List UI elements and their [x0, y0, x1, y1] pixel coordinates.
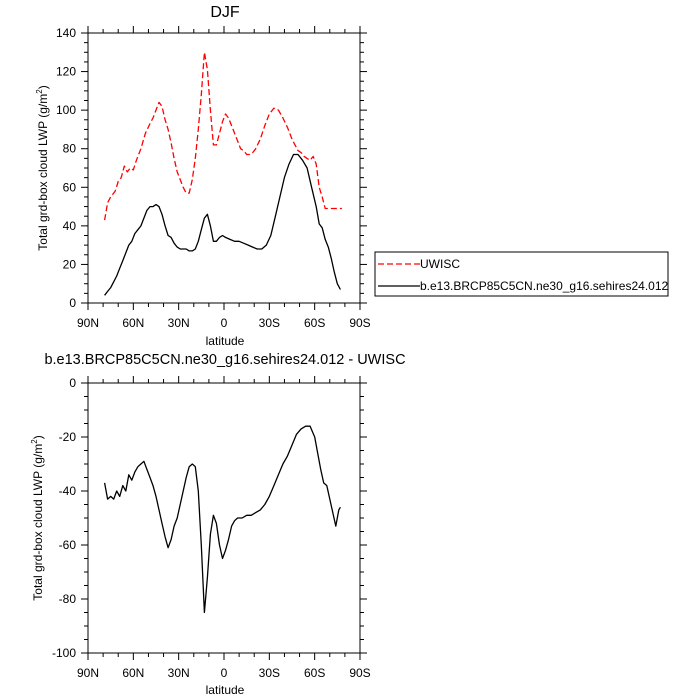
bottom-x-tick-label: 0	[221, 666, 228, 680]
bottom-plot-frame	[87, 382, 361, 654]
bottom-x-tick-label: 30N	[168, 666, 190, 680]
top-x-axis-label: latitude	[206, 334, 245, 348]
legend-box	[374, 251, 669, 297]
bottom-y-tick-label: 0	[69, 376, 76, 390]
top-y-tick-label: 80	[63, 142, 77, 156]
bottom-panel: b.e13.BRCP85C5CN.ne30_g16.sehires24.012 …	[30, 352, 406, 697]
bottom-y-tick-label: -100	[52, 646, 76, 660]
top-y-axis-label: Total grd-box cloud LWP (g/m2)	[35, 85, 50, 250]
top-panel: DJF 0 20 40 60 80 100 120 140 90N 60N 30N 0 30S 60S 90…	[35, 4, 669, 348]
top-x-tick-label: 90S	[349, 316, 370, 330]
legend-label-uwisc: UWISC	[420, 257, 460, 271]
bottom-chart-title: b.e13.BRCP85C5CN.ne30_g16.sehires24.012 …	[44, 352, 405, 368]
bottom-plot-area: -100 -80 -60 -40 -20 0 90N 60N 30N 0 30S 60S 90S	[52, 376, 371, 680]
top-y-tick-label: 0	[69, 296, 76, 310]
top-x-tick-label: 30S	[259, 316, 280, 330]
top-x-tick-label: 0	[221, 316, 228, 330]
bottom-series-line-0	[103, 425, 341, 614]
top-y-tick-label: 20	[63, 257, 77, 271]
legend: UWISC b.e13.BRCP85C5CN.ne30_g16.sehires2…	[374, 251, 669, 297]
bottom-y-axis-label: Total grd-box cloud LWP (g/m2)	[30, 435, 45, 600]
bottom-y-axis-label-tail: )	[31, 435, 45, 439]
top-plot-frame	[87, 32, 361, 304]
bottom-y-axis-label-main: Total grd-box cloud LWP (g/m	[31, 444, 45, 601]
legend-label-model: b.e13.BRCP85C5CN.ne30_g16.sehires24.012	[420, 279, 668, 293]
bottom-x-tick-label: 90N	[77, 666, 99, 680]
bottom-x-axis-label: latitude	[206, 683, 245, 697]
bottom-y-tick-label: -60	[59, 538, 77, 552]
top-chart-title: DJF	[210, 4, 240, 21]
top-x-tick-label: 90N	[77, 316, 99, 330]
top-plot-area: 0 20 40 60 80 100 120 140 90N 60N 30N 0 30S 60S 90S	[56, 26, 371, 330]
bottom-x-tick-label: 30S	[259, 666, 280, 680]
top-series-line-0	[103, 51, 342, 221]
top-y-axis-label-main: Total grd-box cloud LWP (g/m	[36, 94, 50, 251]
top-x-tick-label: 30N	[168, 316, 190, 330]
bottom-x-tick-label: 90S	[349, 666, 370, 680]
top-y-tick-label: 60	[63, 180, 77, 194]
top-y-axis-label-sup: 2	[35, 89, 44, 94]
top-y-tick-label: 120	[56, 65, 76, 79]
top-y-axis-label-tail: )	[36, 85, 50, 89]
top-y-tick-label: 100	[56, 103, 76, 117]
bottom-y-tick-label: -40	[59, 484, 77, 498]
top-x-tick-label: 60S	[304, 316, 325, 330]
top-series-line-1	[104, 153, 341, 296]
bottom-x-tick-label: 60S	[304, 666, 325, 680]
bottom-y-tick-label: -80	[59, 592, 77, 606]
top-y-tick-label: 40	[63, 219, 77, 233]
top-y-tick-label: 140	[56, 26, 76, 40]
top-x-tick-label: 60N	[122, 316, 144, 330]
bottom-y-axis-label-sup: 2	[30, 439, 39, 444]
bottom-y-tick-label: -20	[59, 430, 77, 444]
bottom-x-tick-label: 60N	[122, 666, 144, 680]
